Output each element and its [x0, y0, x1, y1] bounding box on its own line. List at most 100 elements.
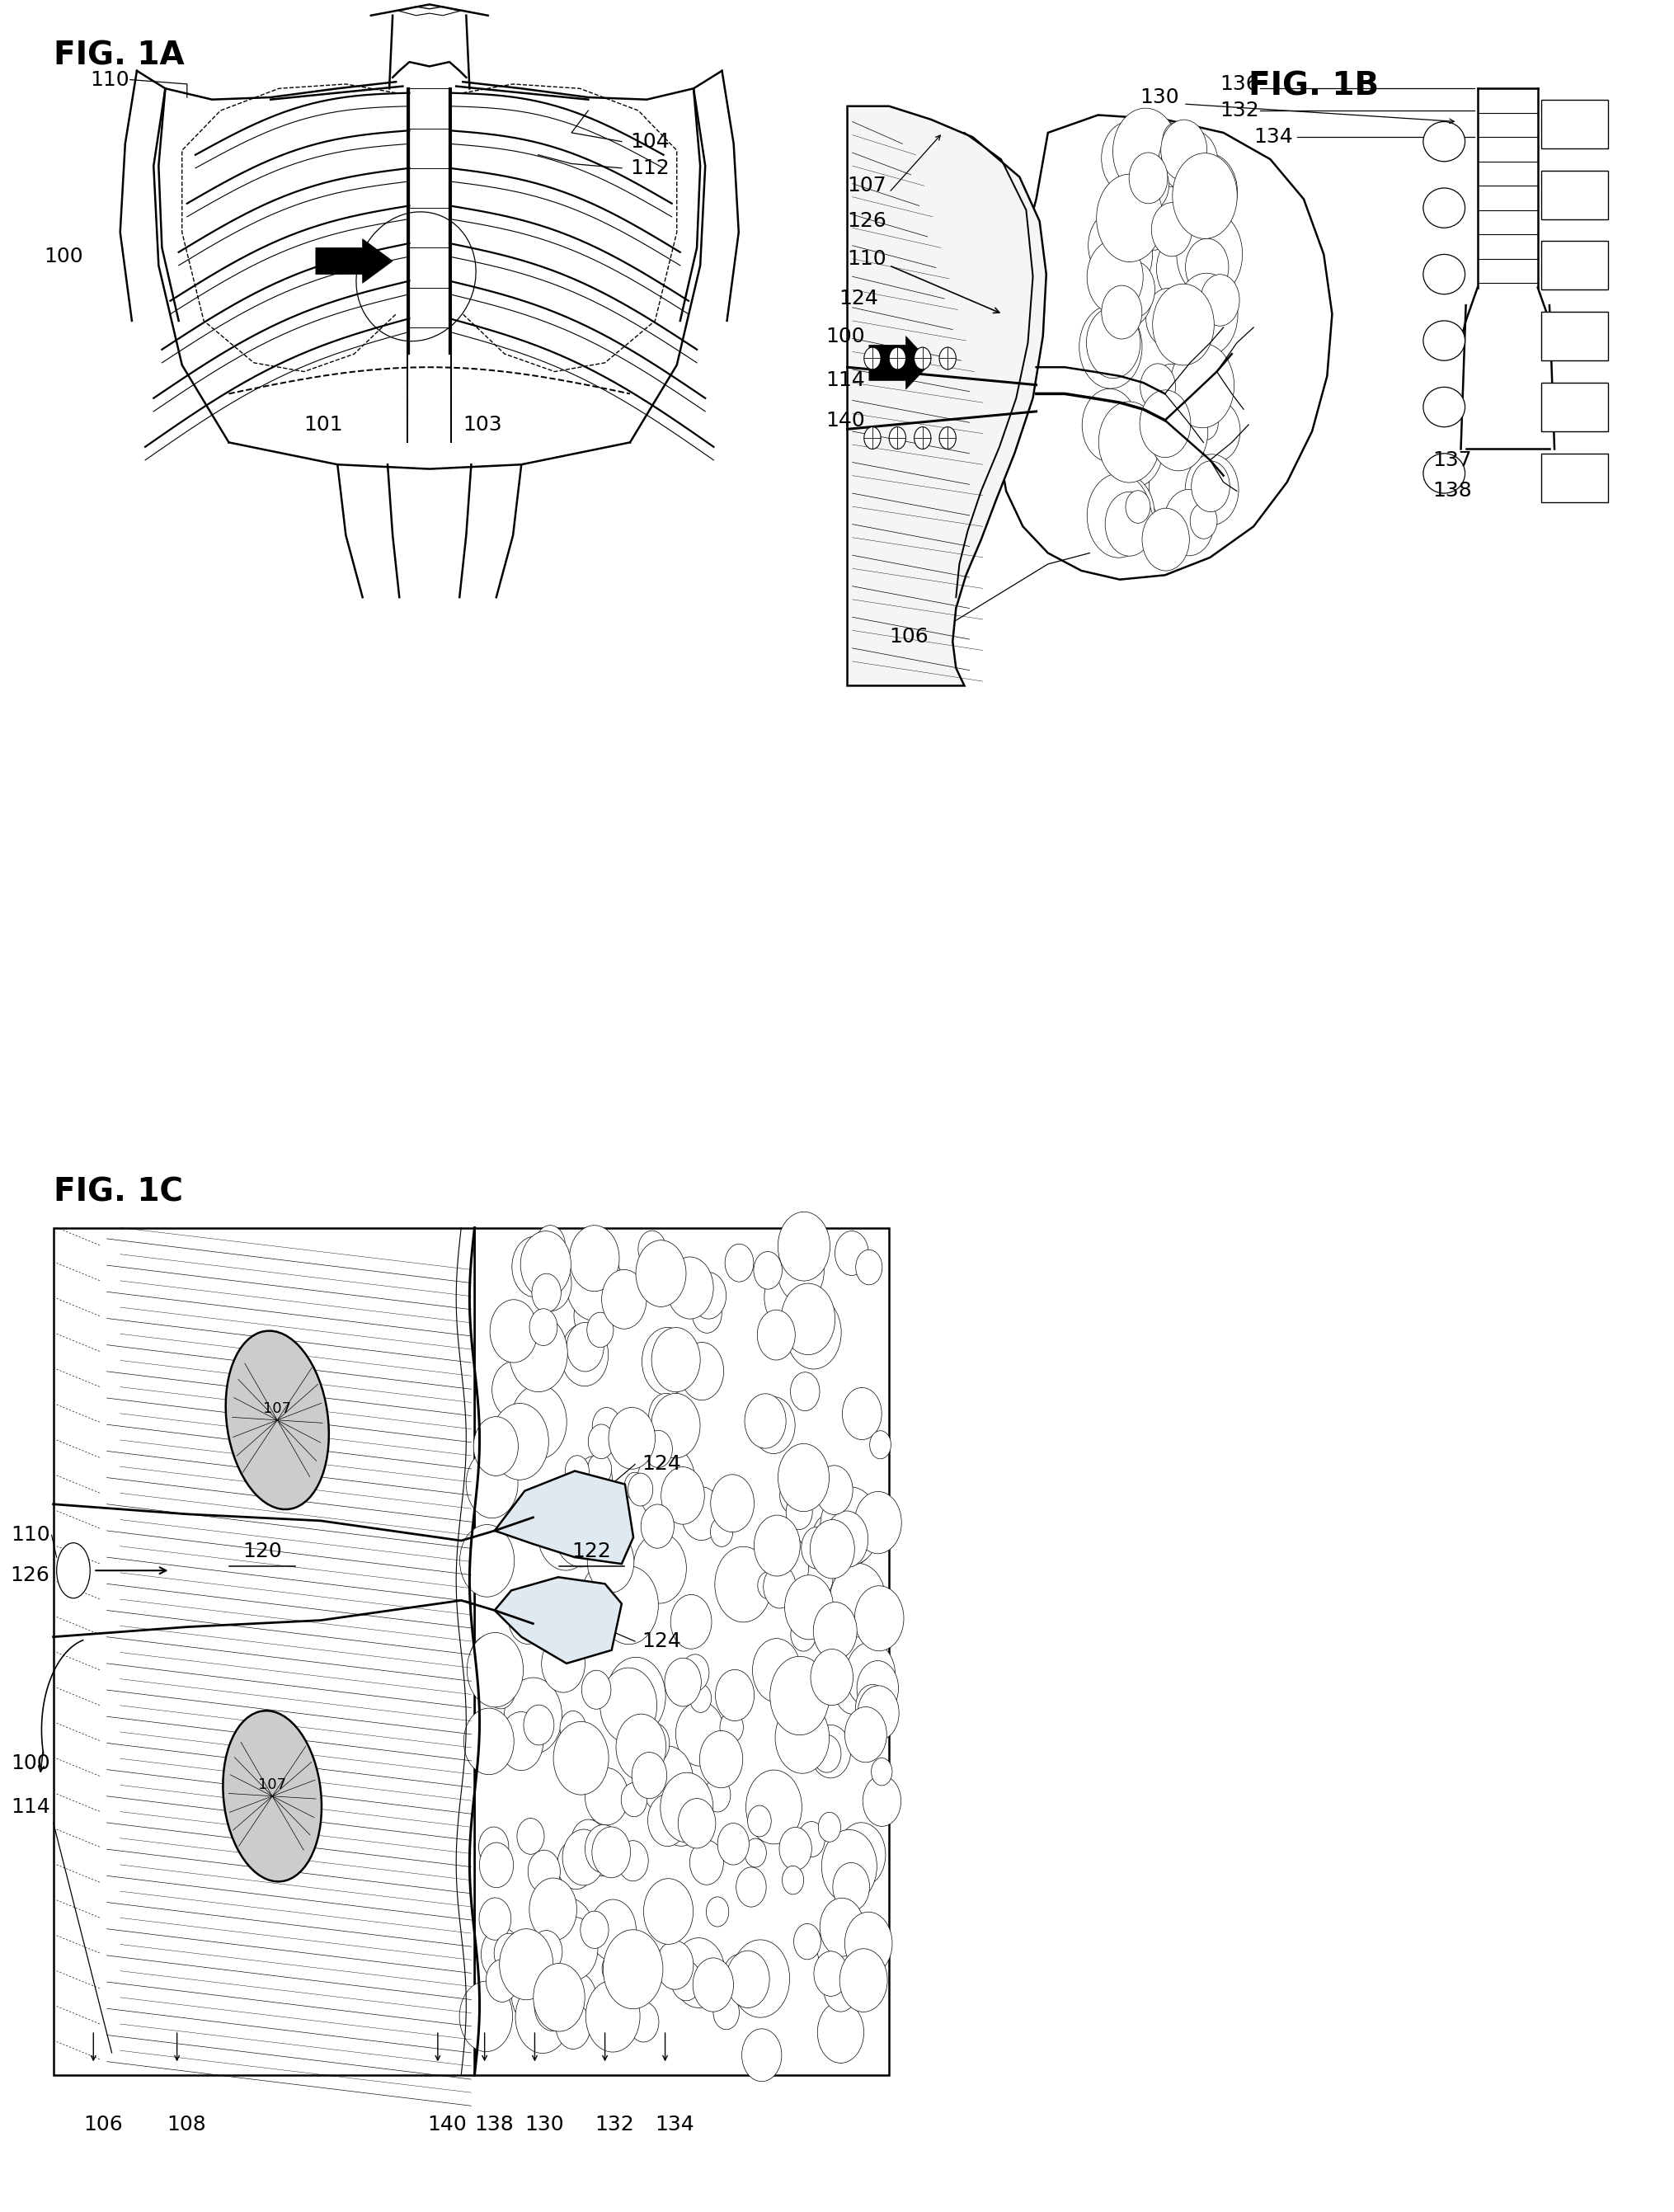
Text: 106: 106: [84, 2115, 122, 2135]
Circle shape: [633, 1533, 686, 1604]
Circle shape: [835, 1230, 869, 1276]
Circle shape: [820, 1898, 864, 1955]
Circle shape: [469, 1635, 509, 1690]
Circle shape: [527, 1586, 569, 1641]
Circle shape: [549, 1918, 598, 1980]
Circle shape: [837, 1823, 886, 1887]
Circle shape: [562, 1761, 584, 1790]
Circle shape: [569, 1225, 619, 1292]
Text: 138: 138: [474, 2115, 514, 2135]
Circle shape: [1096, 175, 1162, 261]
Circle shape: [1178, 153, 1237, 230]
Circle shape: [1163, 489, 1214, 555]
Circle shape: [752, 1639, 800, 1703]
Circle shape: [793, 1924, 820, 1960]
Circle shape: [638, 1723, 670, 1763]
Circle shape: [485, 1420, 522, 1471]
Circle shape: [492, 1363, 534, 1418]
Circle shape: [593, 1407, 621, 1444]
Circle shape: [512, 1237, 557, 1296]
Text: 126: 126: [847, 212, 886, 230]
Circle shape: [716, 1823, 748, 1865]
Circle shape: [490, 1402, 549, 1480]
Circle shape: [1157, 128, 1210, 199]
Circle shape: [721, 1953, 757, 2000]
Circle shape: [1127, 482, 1172, 542]
Text: FIG. 1A: FIG. 1A: [54, 40, 184, 71]
Circle shape: [1140, 389, 1190, 458]
Circle shape: [1148, 442, 1214, 529]
Circle shape: [490, 1301, 537, 1363]
Circle shape: [727, 1951, 768, 2008]
Circle shape: [797, 1820, 824, 1858]
Circle shape: [614, 1287, 636, 1316]
Polygon shape: [494, 1471, 633, 1564]
Circle shape: [700, 1730, 742, 1787]
Circle shape: [576, 1455, 613, 1504]
Circle shape: [1153, 365, 1187, 407]
Circle shape: [1130, 159, 1168, 210]
Circle shape: [1200, 274, 1239, 325]
Circle shape: [1122, 407, 1172, 473]
Text: 137: 137: [1431, 451, 1471, 469]
Circle shape: [589, 1900, 636, 1962]
Circle shape: [599, 1566, 658, 1644]
Circle shape: [854, 1586, 904, 1650]
Text: 140: 140: [825, 411, 864, 429]
Circle shape: [465, 1449, 517, 1517]
Circle shape: [562, 1829, 604, 1885]
Circle shape: [504, 1677, 562, 1754]
Circle shape: [586, 1312, 613, 1347]
Circle shape: [830, 1564, 886, 1637]
Circle shape: [464, 1708, 514, 1774]
Circle shape: [531, 1931, 562, 1973]
Circle shape: [539, 1898, 594, 1971]
Text: 130: 130: [1140, 88, 1178, 106]
Circle shape: [581, 1911, 608, 1949]
Circle shape: [542, 1962, 564, 1991]
Circle shape: [1101, 122, 1157, 195]
Text: 114: 114: [825, 372, 864, 389]
Circle shape: [665, 1659, 701, 1705]
Ellipse shape: [57, 1544, 90, 1597]
Circle shape: [618, 1840, 648, 1880]
Circle shape: [527, 1995, 564, 2044]
Circle shape: [800, 1557, 832, 1599]
Circle shape: [479, 1827, 509, 1867]
Circle shape: [485, 1670, 516, 1710]
Circle shape: [564, 1455, 589, 1486]
Circle shape: [782, 1867, 804, 1893]
Circle shape: [1098, 403, 1158, 482]
Bar: [1540, 312, 1607, 361]
Circle shape: [785, 1495, 812, 1531]
Circle shape: [745, 1394, 785, 1449]
Circle shape: [710, 1475, 753, 1533]
Circle shape: [641, 1327, 693, 1396]
Circle shape: [532, 1274, 561, 1312]
Circle shape: [778, 1827, 812, 1869]
Circle shape: [1162, 365, 1187, 398]
Circle shape: [1184, 153, 1210, 188]
Circle shape: [1170, 343, 1234, 427]
Circle shape: [812, 1734, 840, 1772]
Text: 110: 110: [90, 71, 129, 88]
Bar: [1540, 170, 1607, 219]
Circle shape: [552, 1721, 608, 1794]
Circle shape: [536, 2004, 567, 2046]
Circle shape: [690, 1683, 711, 1712]
Circle shape: [584, 1767, 628, 1825]
Circle shape: [651, 1327, 700, 1391]
Circle shape: [644, 1431, 671, 1467]
Polygon shape: [316, 239, 392, 283]
Circle shape: [730, 1940, 788, 2017]
Circle shape: [608, 1407, 655, 1469]
Circle shape: [519, 1254, 546, 1290]
Text: 107: 107: [847, 177, 886, 195]
Bar: [1540, 241, 1607, 290]
Circle shape: [822, 1829, 877, 1902]
Circle shape: [601, 1270, 646, 1329]
Circle shape: [1190, 276, 1215, 310]
Circle shape: [661, 1467, 705, 1524]
Circle shape: [541, 1953, 584, 2011]
Circle shape: [745, 1838, 767, 1867]
